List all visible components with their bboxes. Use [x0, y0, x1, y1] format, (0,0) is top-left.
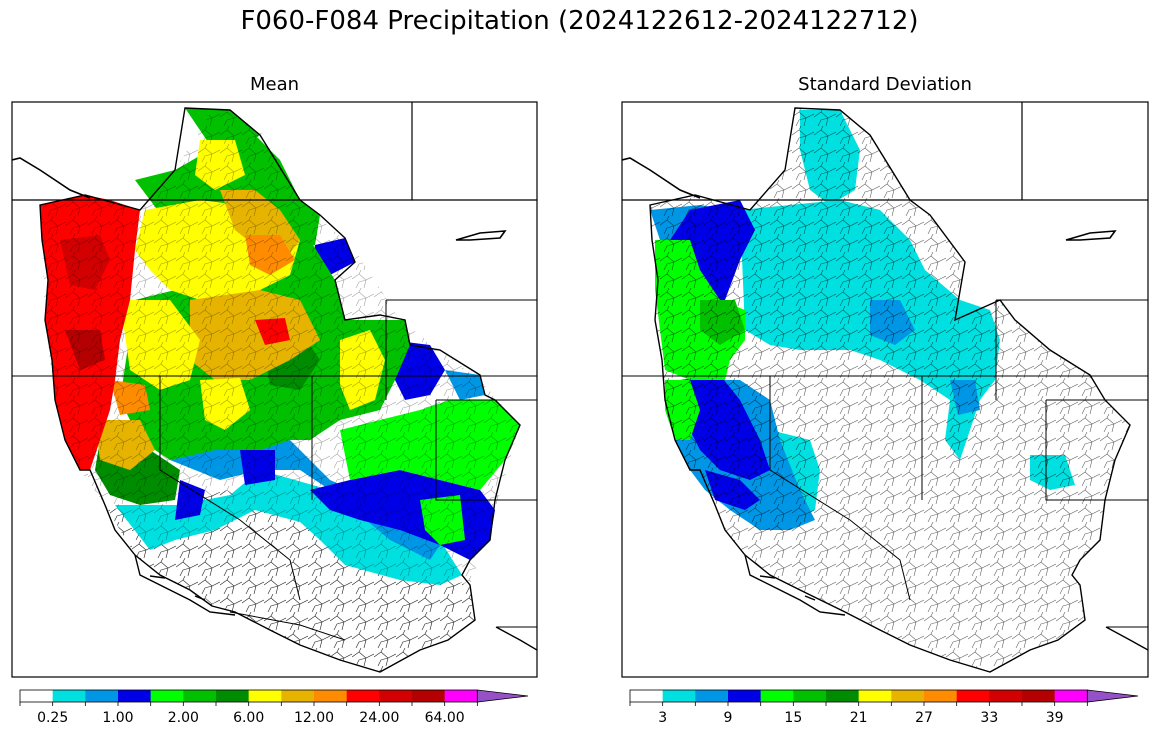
- stddev-colorbar: 3 9 15 21 27 33 39: [629, 689, 1139, 726]
- colorbar-swatch: [248, 690, 282, 702]
- colorbar-swatch: [956, 690, 990, 702]
- colorbar-tick-label: 0.25: [37, 710, 68, 726]
- colorbar-extend-arrow: [476, 689, 529, 703]
- panel-title-mean: Mean: [249, 74, 300, 95]
- colorbar-swatch: [118, 690, 151, 702]
- mean-map: [12, 102, 537, 677]
- figure-title: F060-F084 Precipitation (2024122612-2024…: [240, 6, 919, 36]
- colorbar-swatch: [183, 690, 217, 702]
- colorbar-swatch: [281, 690, 315, 702]
- colorbar-tick-label: 64.00: [425, 710, 465, 726]
- colorbar-swatch: [379, 690, 413, 702]
- colorbar-tick-label: 39: [1046, 710, 1064, 726]
- mean-colorbar: 0.25 1.00 2.00 6.00 12.00 24.00 64.00: [19, 689, 529, 726]
- colorbar-tick-label: 9: [724, 710, 733, 726]
- colorbar-tick-label: 33: [980, 710, 998, 726]
- colorbar-swatch: [858, 690, 892, 702]
- colorbar-swatch: [216, 690, 249, 702]
- colorbar-swatch: [52, 690, 86, 702]
- colorbar-swatch: [412, 690, 445, 702]
- colorbar-swatch: [1022, 690, 1055, 702]
- colorbar-swatch: [793, 690, 827, 702]
- colorbar-tick-label: 6.00: [233, 710, 264, 726]
- colorbar-swatch: [85, 690, 119, 702]
- colorbar-swatch: [760, 690, 794, 702]
- colorbar-swatch: [826, 690, 859, 702]
- colorbar-tick-label: 15: [784, 710, 802, 726]
- colorbar-swatch: [444, 690, 478, 702]
- colorbar-tick-label: 27: [915, 710, 933, 726]
- colorbar-swatch: [695, 690, 729, 702]
- colorbar-tick-label: 2.00: [168, 710, 199, 726]
- panel-title-stddev: Standard Deviation: [798, 74, 972, 95]
- stddev-map: [622, 102, 1148, 677]
- colorbar-swatch: [891, 690, 925, 702]
- mean-map-frame: [11, 101, 538, 678]
- colorbar-swatch: [346, 690, 380, 702]
- colorbar-swatch: [314, 690, 347, 702]
- colorbar-tick-label: 12.00: [294, 710, 334, 726]
- colorbar-tick-label: 24.00: [359, 710, 399, 726]
- colorbar-swatch: [630, 690, 663, 702]
- colorbar-swatch: [662, 690, 696, 702]
- colorbar-tick-label: 1.00: [102, 710, 133, 726]
- colorbar-swatch: [728, 690, 761, 702]
- colorbar-swatch: [20, 690, 53, 702]
- colorbar-tick-label: 21: [850, 710, 868, 726]
- colorbar-swatch: [150, 690, 184, 702]
- colorbar-swatch: [1054, 690, 1088, 702]
- colorbar-swatch: [924, 690, 957, 702]
- colorbar-tick-label: 3: [658, 710, 667, 726]
- colorbar-swatch: [989, 690, 1023, 702]
- stddev-map-frame: [621, 101, 1149, 678]
- colorbar-extend-arrow: [1086, 689, 1139, 703]
